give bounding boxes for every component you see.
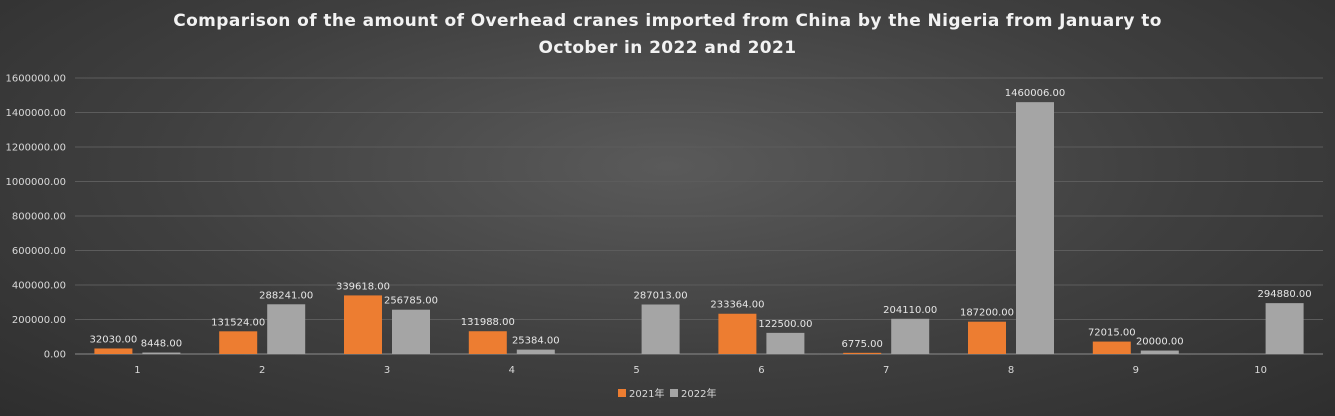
data-label: 204110.00 xyxy=(883,305,937,316)
bar xyxy=(468,331,507,354)
y-tick-label: 1400000.00 xyxy=(6,108,66,119)
data-label: 72015.00 xyxy=(1088,328,1136,339)
legend-label: 2021年 xyxy=(629,387,664,400)
bar xyxy=(1140,350,1179,354)
bar xyxy=(1016,102,1054,355)
y-tick-label: 200000.00 xyxy=(12,315,66,326)
x-tick-label: 7 xyxy=(883,365,889,376)
data-label: 287013.00 xyxy=(634,290,688,301)
data-label: 187200.00 xyxy=(960,308,1014,319)
data-label: 8448.00 xyxy=(141,339,182,350)
data-label: 288241.00 xyxy=(259,290,313,301)
bar xyxy=(641,304,680,354)
data-label: 122500.00 xyxy=(758,319,812,330)
legend-swatch xyxy=(618,389,626,397)
bar xyxy=(219,331,258,354)
bar xyxy=(94,348,133,354)
bar xyxy=(843,352,882,354)
chart-title: Comparison of the amount of Overhead cra… xyxy=(0,8,1335,62)
bar xyxy=(1092,341,1131,354)
bar xyxy=(344,295,382,354)
legend-label: 2022年 xyxy=(681,387,716,400)
x-tick-label: 9 xyxy=(1133,365,1139,376)
x-tick-label: 4 xyxy=(509,365,515,376)
data-label: 339618.00 xyxy=(336,281,390,292)
bar xyxy=(142,352,181,354)
data-label: 294880.00 xyxy=(1258,289,1312,300)
x-tick-label: 8 xyxy=(1008,365,1014,376)
x-tick-label: 3 xyxy=(384,365,390,376)
bar xyxy=(516,349,555,354)
legend-swatch xyxy=(670,389,678,397)
bar xyxy=(766,332,805,354)
chart-title-line-2: October in 2022 and 2021 xyxy=(538,38,797,58)
data-label: 233364.00 xyxy=(710,300,764,311)
y-tick-label: 1200000.00 xyxy=(6,143,66,154)
data-label: 32030.00 xyxy=(90,334,138,345)
y-tick-label: 600000.00 xyxy=(12,246,66,257)
chart-title-line-1: Comparison of the amount of Overhead cra… xyxy=(173,11,1162,31)
data-label: 1460006.00 xyxy=(1005,88,1065,99)
bar xyxy=(267,304,306,354)
data-label: 131988.00 xyxy=(461,317,515,328)
x-tick-label: 6 xyxy=(758,365,764,376)
y-tick-label: 1000000.00 xyxy=(6,177,66,188)
data-label: 131524.00 xyxy=(211,317,265,328)
y-tick-label: 1600000.00 xyxy=(6,74,66,85)
bar xyxy=(392,309,430,354)
x-tick-label: 2 xyxy=(259,365,265,376)
bar xyxy=(891,318,930,354)
data-label: 256785.00 xyxy=(384,296,438,307)
y-tick-label: 800000.00 xyxy=(12,212,66,223)
bar xyxy=(1265,303,1304,354)
x-tick-label: 10 xyxy=(1254,365,1267,376)
data-label: 25384.00 xyxy=(512,336,560,347)
y-tick-label: 400000.00 xyxy=(12,281,66,292)
x-tick-label: 1 xyxy=(134,365,140,376)
data-label: 20000.00 xyxy=(1136,337,1184,348)
y-tick-label: 0.00 xyxy=(44,350,66,361)
x-tick-label: 5 xyxy=(633,365,639,376)
bar xyxy=(718,313,757,354)
data-label: 6775.00 xyxy=(842,339,883,350)
bar xyxy=(968,321,1006,354)
